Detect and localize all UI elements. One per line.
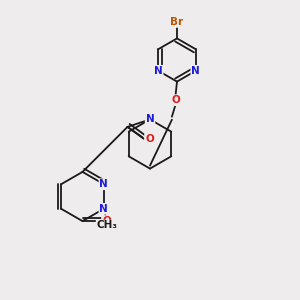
Text: O: O	[171, 95, 180, 105]
Text: O: O	[145, 134, 154, 144]
Text: N: N	[99, 179, 108, 189]
Text: N: N	[99, 204, 108, 214]
Text: N: N	[191, 66, 200, 76]
Text: N: N	[146, 114, 154, 124]
Text: Br: Br	[170, 17, 184, 27]
Text: CH₃: CH₃	[96, 220, 117, 230]
Text: N: N	[154, 66, 163, 76]
Text: O: O	[102, 216, 111, 226]
